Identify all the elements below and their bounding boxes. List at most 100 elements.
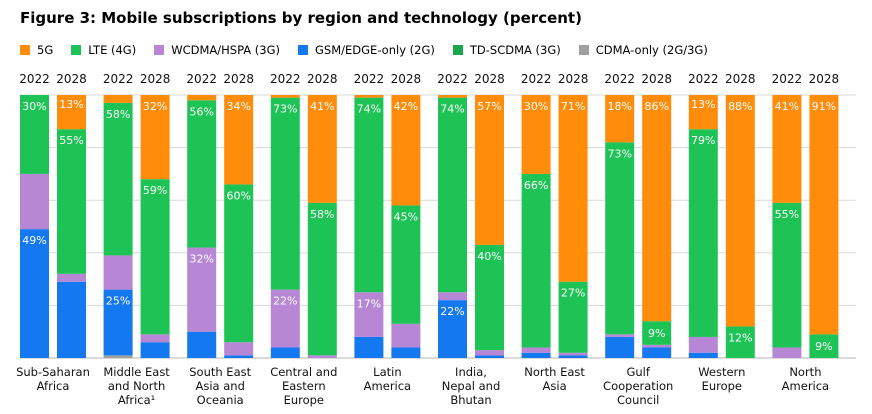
bar-segment-lte: [103, 102, 133, 256]
data-label: 41%: [775, 100, 799, 113]
legend-swatch-lte: [71, 45, 82, 55]
category-label: Latin: [373, 365, 401, 379]
bar-segment-wcdma: [475, 350, 504, 356]
data-label: 9%: [815, 340, 832, 353]
legend-item-gsm: GSM/EDGE-only (2G): [298, 43, 435, 57]
bar-segment-wcdma: [772, 347, 802, 358]
bar-segment-wcdma: [224, 342, 254, 356]
bar-segment-wcdma: [521, 347, 551, 353]
bar-segment-lte: [224, 184, 254, 343]
data-label: 56%: [189, 105, 213, 118]
year-label: 2028: [307, 72, 338, 86]
bar-segment-fiveg: [103, 95, 133, 103]
legend-swatch-5g: [20, 45, 30, 55]
legend-label-wcdma: WCDMA/HSPA (3G): [171, 43, 281, 57]
category-label: America: [364, 379, 411, 393]
bar-segment-lte: [772, 202, 802, 348]
data-label: 13%: [691, 98, 715, 111]
category-label: Oceania: [197, 393, 244, 407]
category-label: Council: [617, 393, 659, 407]
data-label: 41%: [310, 100, 334, 113]
year-label: 2022: [103, 72, 134, 86]
bar-segment-fiveg: [391, 95, 421, 206]
bar-segment-lte: [391, 205, 421, 324]
bar-segment-fiveg: [140, 95, 170, 180]
year-label: 2028: [641, 72, 672, 86]
data-label: 55%: [59, 134, 83, 147]
year-label: 2028: [725, 72, 756, 86]
data-label: 79%: [691, 134, 715, 147]
legend-label-gsm: GSM/EDGE-only (2G): [315, 43, 435, 57]
category-label: and North: [108, 379, 165, 393]
bar-segment-wcdma: [307, 355, 337, 358]
legend-swatch-cdma: [578, 45, 589, 55]
bar-segment-lte: [140, 179, 170, 335]
data-label: 45%: [394, 210, 418, 223]
data-label: 22%: [273, 295, 297, 308]
bar-segment-wcdma: [140, 334, 170, 343]
year-label: 2022: [604, 72, 635, 86]
legend-swatch-wcdma: [154, 45, 165, 55]
data-label: 27%: [561, 287, 585, 300]
category-label: North East: [524, 365, 585, 379]
bar-segment-gsm: [521, 352, 551, 358]
data-label: 22%: [440, 305, 464, 318]
bar-segment-lte: [57, 129, 86, 274]
bar-segment-lte: [307, 202, 337, 356]
data-label: 18%: [607, 100, 631, 113]
data-label: 91%: [812, 100, 836, 113]
data-label: 73%: [273, 103, 297, 116]
year-label: 2028: [391, 72, 422, 86]
bar-segment-lte: [354, 97, 384, 293]
bar-segment-gsm: [224, 355, 254, 358]
bar-segment-fiveg: [475, 95, 504, 245]
bar-segment-fiveg: [688, 95, 718, 130]
legend-item-5g: 5G: [20, 43, 53, 57]
bar-segment-wcdma: [270, 289, 300, 348]
legend-item-cdma: CDMA-only (2G/3G): [578, 43, 708, 57]
legend-item-tdscdma: TD-SCDMA (3G): [452, 43, 561, 57]
legend-item-wcdma: WCDMA/HSPA (3G): [154, 43, 280, 57]
data-label: 74%: [440, 103, 464, 116]
data-label: 73%: [607, 147, 631, 160]
category-label: Africa¹: [118, 393, 155, 407]
bar-segment-fiveg: [521, 95, 551, 174]
bar-segment-gsm: [475, 355, 504, 358]
legend-label-lte: LTE (4G): [88, 43, 137, 57]
legend-item-lte: LTE (4G): [71, 43, 136, 57]
bar-segment-gsm: [270, 347, 300, 358]
data-label: 25%: [106, 295, 130, 308]
bar-segment-lte: [558, 281, 588, 353]
year-label: 2028: [558, 72, 589, 86]
year-label: 2022: [19, 72, 50, 86]
year-label: 2028: [809, 72, 840, 86]
bar-segment-lte: [605, 142, 635, 335]
bar-segment-fiveg: [57, 95, 86, 130]
year-label: 2022: [270, 72, 301, 86]
category-label: Europe: [284, 393, 324, 407]
category-label: Europe: [702, 379, 742, 393]
year-label: 2028: [474, 72, 505, 86]
bar-segment-gsm: [140, 342, 170, 358]
category-label: North: [789, 365, 821, 379]
bar-segment-lte: [438, 97, 467, 293]
bar-segment-fiveg: [354, 95, 384, 98]
bar-segment-wcdma: [103, 255, 133, 290]
bar-segment-lte: [20, 95, 49, 174]
data-label: 17%: [357, 297, 381, 310]
data-label: 59%: [143, 184, 167, 197]
bar-segment-lte: [642, 321, 672, 345]
bar-segment-gsm: [558, 355, 588, 358]
bar-segment-fiveg: [725, 95, 755, 327]
bar-segment-wcdma: [605, 334, 635, 337]
data-label: 34%: [226, 100, 250, 113]
bar-segment-gsm: [642, 347, 672, 358]
category-label: Bhutan: [450, 393, 491, 407]
bar-segment-lte: [521, 173, 551, 348]
bar-segment-lte: [688, 129, 718, 337]
year-label: 2022: [437, 72, 468, 86]
legend-label-tdscdma: TD-SCDMA (3G): [469, 43, 561, 57]
data-label: 86%: [644, 100, 668, 113]
legend-swatch-gsm: [298, 45, 309, 55]
